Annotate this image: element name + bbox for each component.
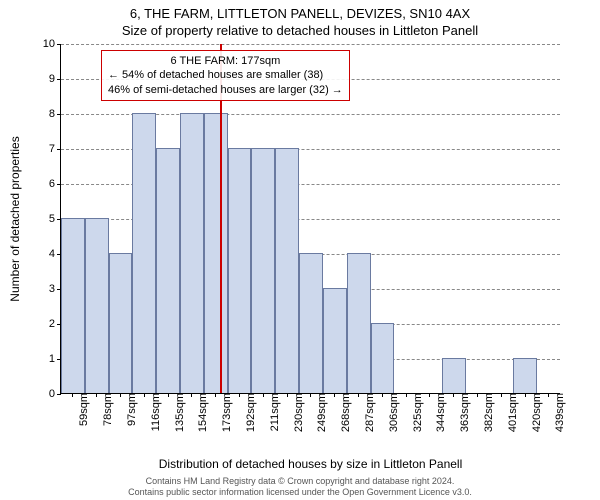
annotation-line-3: 46% of semi-detached houses are larger (… — [108, 83, 343, 97]
chart-subtitle: Size of property relative to detached ho… — [0, 21, 600, 38]
x-tick-mark — [239, 393, 240, 397]
histogram-bar — [109, 253, 133, 393]
x-tick-mark — [501, 393, 502, 397]
footer-line-2: Contains public sector information licen… — [0, 487, 600, 498]
x-tick-label: 325sqm — [410, 393, 424, 432]
x-tick-mark — [429, 393, 430, 397]
histogram-bar — [371, 323, 395, 393]
x-tick-label: 439sqm — [552, 393, 566, 432]
x-tick-mark — [96, 393, 97, 397]
histogram-bar — [61, 218, 85, 393]
y-tick-mark — [57, 149, 61, 150]
x-axis-label: Distribution of detached houses by size … — [159, 457, 463, 471]
x-tick-label: 116sqm — [148, 393, 162, 431]
x-tick-label: 249sqm — [314, 393, 328, 432]
histogram-bar — [275, 148, 299, 393]
annotation-line-2: ← 54% of detached houses are smaller (38… — [108, 68, 343, 82]
x-tick-label: 287sqm — [362, 393, 376, 432]
x-tick-mark — [406, 393, 407, 397]
histogram-bar — [156, 148, 180, 393]
x-tick-mark — [144, 393, 145, 397]
x-tick-label: 268sqm — [338, 393, 352, 432]
x-tick-label: 173sqm — [219, 393, 233, 432]
x-tick-label: 211sqm — [267, 393, 281, 431]
histogram-bar — [299, 253, 323, 393]
y-axis-label: Number of detached properties — [8, 136, 22, 301]
x-tick-mark — [120, 393, 121, 397]
x-tick-mark — [191, 393, 192, 397]
x-tick-label: 344sqm — [433, 393, 447, 432]
x-tick-label: 306sqm — [386, 393, 400, 432]
x-tick-label: 59sqm — [76, 393, 90, 426]
x-tick-label: 78sqm — [100, 393, 114, 426]
x-tick-mark — [358, 393, 359, 397]
footer-line-1: Contains HM Land Registry data © Crown c… — [0, 476, 600, 487]
histogram-bar — [442, 358, 466, 393]
histogram-bar — [513, 358, 537, 393]
y-tick-mark — [57, 44, 61, 45]
y-tick-mark — [57, 184, 61, 185]
histogram-bar — [228, 148, 252, 393]
y-gridline — [61, 44, 560, 45]
histogram-bar — [85, 218, 109, 393]
x-tick-label: 420sqm — [529, 393, 543, 432]
y-tick-mark — [57, 394, 61, 395]
x-tick-label: 192sqm — [243, 393, 257, 432]
annotation-box: 6 THE FARM: 177sqm← 54% of detached hous… — [101, 50, 350, 101]
x-tick-label: 230sqm — [291, 393, 305, 432]
histogram-bar — [251, 148, 275, 393]
histogram-bar — [323, 288, 347, 393]
x-tick-label: 154sqm — [195, 393, 209, 432]
x-tick-label: 401sqm — [505, 393, 519, 432]
histogram-bar — [347, 253, 371, 393]
chart-title: 6, THE FARM, LITTLETON PANELL, DEVIZES, … — [0, 0, 600, 21]
plot-region: Number of detached properties Distributi… — [60, 44, 560, 394]
x-tick-mark — [477, 393, 478, 397]
x-tick-mark — [548, 393, 549, 397]
x-tick-label: 382sqm — [481, 393, 495, 432]
x-tick-mark — [310, 393, 311, 397]
x-tick-mark — [453, 393, 454, 397]
histogram-bar — [180, 113, 204, 393]
y-tick-mark — [57, 114, 61, 115]
x-tick-mark — [382, 393, 383, 397]
x-tick-mark — [525, 393, 526, 397]
footer-attribution: Contains HM Land Registry data © Crown c… — [0, 476, 600, 498]
x-tick-label: 135sqm — [172, 393, 186, 432]
x-tick-label: 97sqm — [124, 393, 138, 426]
x-tick-mark — [334, 393, 335, 397]
x-tick-mark — [287, 393, 288, 397]
histogram-bar — [132, 113, 156, 393]
histogram-bar — [204, 113, 228, 393]
x-tick-mark — [215, 393, 216, 397]
x-tick-mark — [263, 393, 264, 397]
annotation-line-1: 6 THE FARM: 177sqm — [108, 54, 343, 68]
x-tick-label: 363sqm — [457, 393, 471, 432]
x-tick-mark — [72, 393, 73, 397]
chart-plot-area: Number of detached properties Distributi… — [60, 44, 560, 394]
x-tick-mark — [168, 393, 169, 397]
y-tick-mark — [57, 79, 61, 80]
